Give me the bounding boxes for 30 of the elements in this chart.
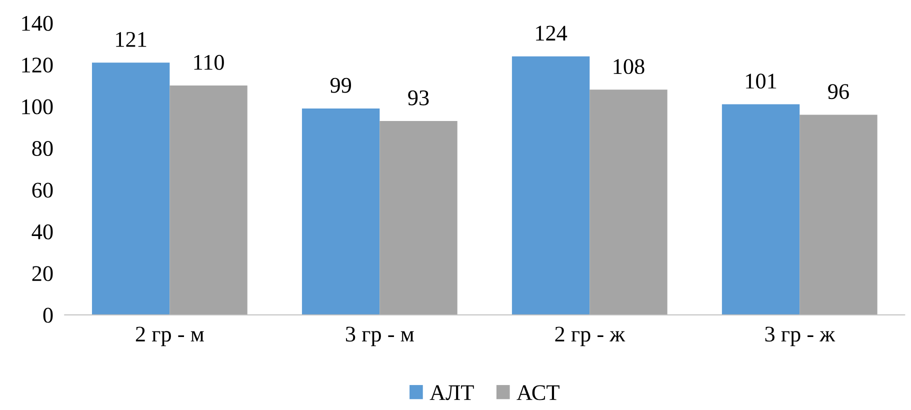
data-label: 99	[330, 78, 352, 93]
x-tick-label: 3 гр - м	[346, 326, 414, 346]
data-label: 108	[614, 59, 644, 74]
bar	[170, 86, 248, 315]
y-tick-label: 40	[32, 224, 53, 240]
bar	[590, 90, 668, 315]
legend-label: АСТ	[516, 385, 560, 400]
data-label: 124	[536, 26, 568, 40]
bar	[302, 108, 380, 315]
x-tick-label: 3 гр - ж	[765, 326, 836, 346]
bar	[380, 120, 458, 315]
legend-label: АЛТ	[430, 385, 474, 400]
y-tick-label: 0	[43, 308, 53, 323]
bar	[92, 62, 170, 315]
x-tick-label: 2 гр - м	[136, 326, 204, 346]
y-tick-label: 120	[22, 58, 53, 73]
data-label: 96	[828, 84, 849, 100]
data-label: 110	[194, 54, 224, 70]
y-tick-label: 20	[32, 266, 53, 282]
y-tick-label: 60	[32, 182, 53, 198]
x-tick-label: 2 гр - ж	[555, 326, 626, 346]
bar	[512, 56, 590, 315]
y-tick-label: 100	[22, 99, 53, 114]
bar	[800, 114, 878, 315]
data-label: 93	[408, 90, 429, 106]
y-tick-label: 140	[22, 16, 53, 31]
data-label: 101	[746, 74, 776, 89]
y-tick-label: 80	[32, 141, 53, 156]
bar	[722, 104, 800, 315]
data-label: 121	[116, 32, 146, 47]
